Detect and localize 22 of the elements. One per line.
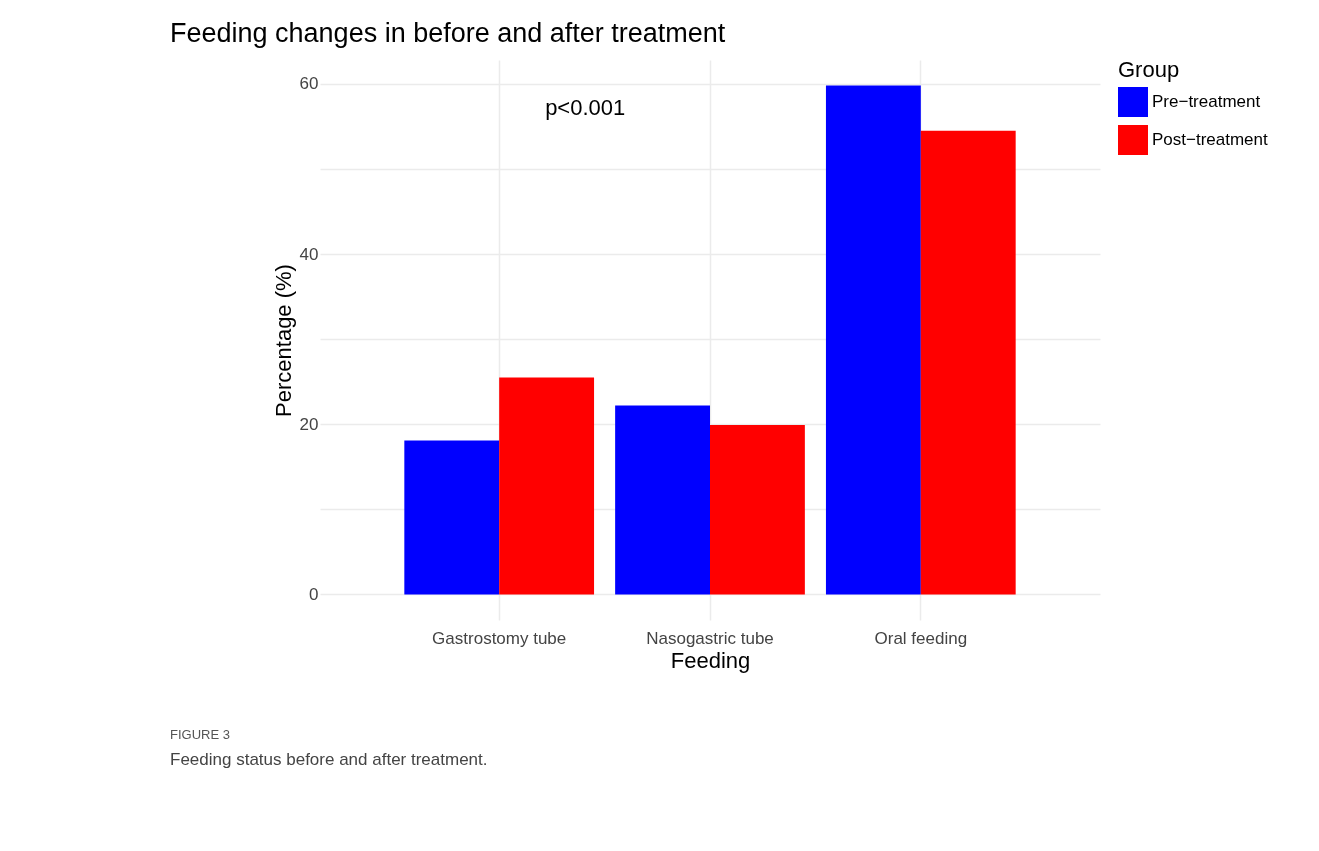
y-tick-label: 40 (299, 244, 319, 264)
x-tick-label: Oral feeding (874, 628, 968, 648)
y-axis-title: Percentage (%) (270, 264, 296, 417)
x-axis-title: Feeding (670, 647, 751, 673)
bar (499, 377, 595, 595)
legend-label: Pre−treatment (1152, 92, 1261, 111)
y-tick-label: 20 (299, 414, 319, 434)
bar (825, 85, 921, 595)
caption: FIGURE 3 (170, 727, 230, 742)
y-tick-label: 0 (309, 584, 319, 604)
x-tick-label: Nasogastric tube (646, 628, 774, 648)
annotation: p<0.001 (545, 95, 626, 120)
text: Feeding status before and after treatment. (170, 750, 488, 769)
bar (404, 440, 500, 595)
y-tick-label: 60 (299, 74, 319, 94)
bar (920, 130, 1016, 595)
legend-title: Group (1118, 57, 1180, 82)
bar (710, 425, 805, 595)
chart-title: Feeding changes in before and after treatment (170, 18, 726, 48)
x-tick-label: Gastrostomy tube (432, 628, 567, 648)
legend-label: Post−treatment (1152, 130, 1269, 149)
bar (615, 405, 710, 595)
